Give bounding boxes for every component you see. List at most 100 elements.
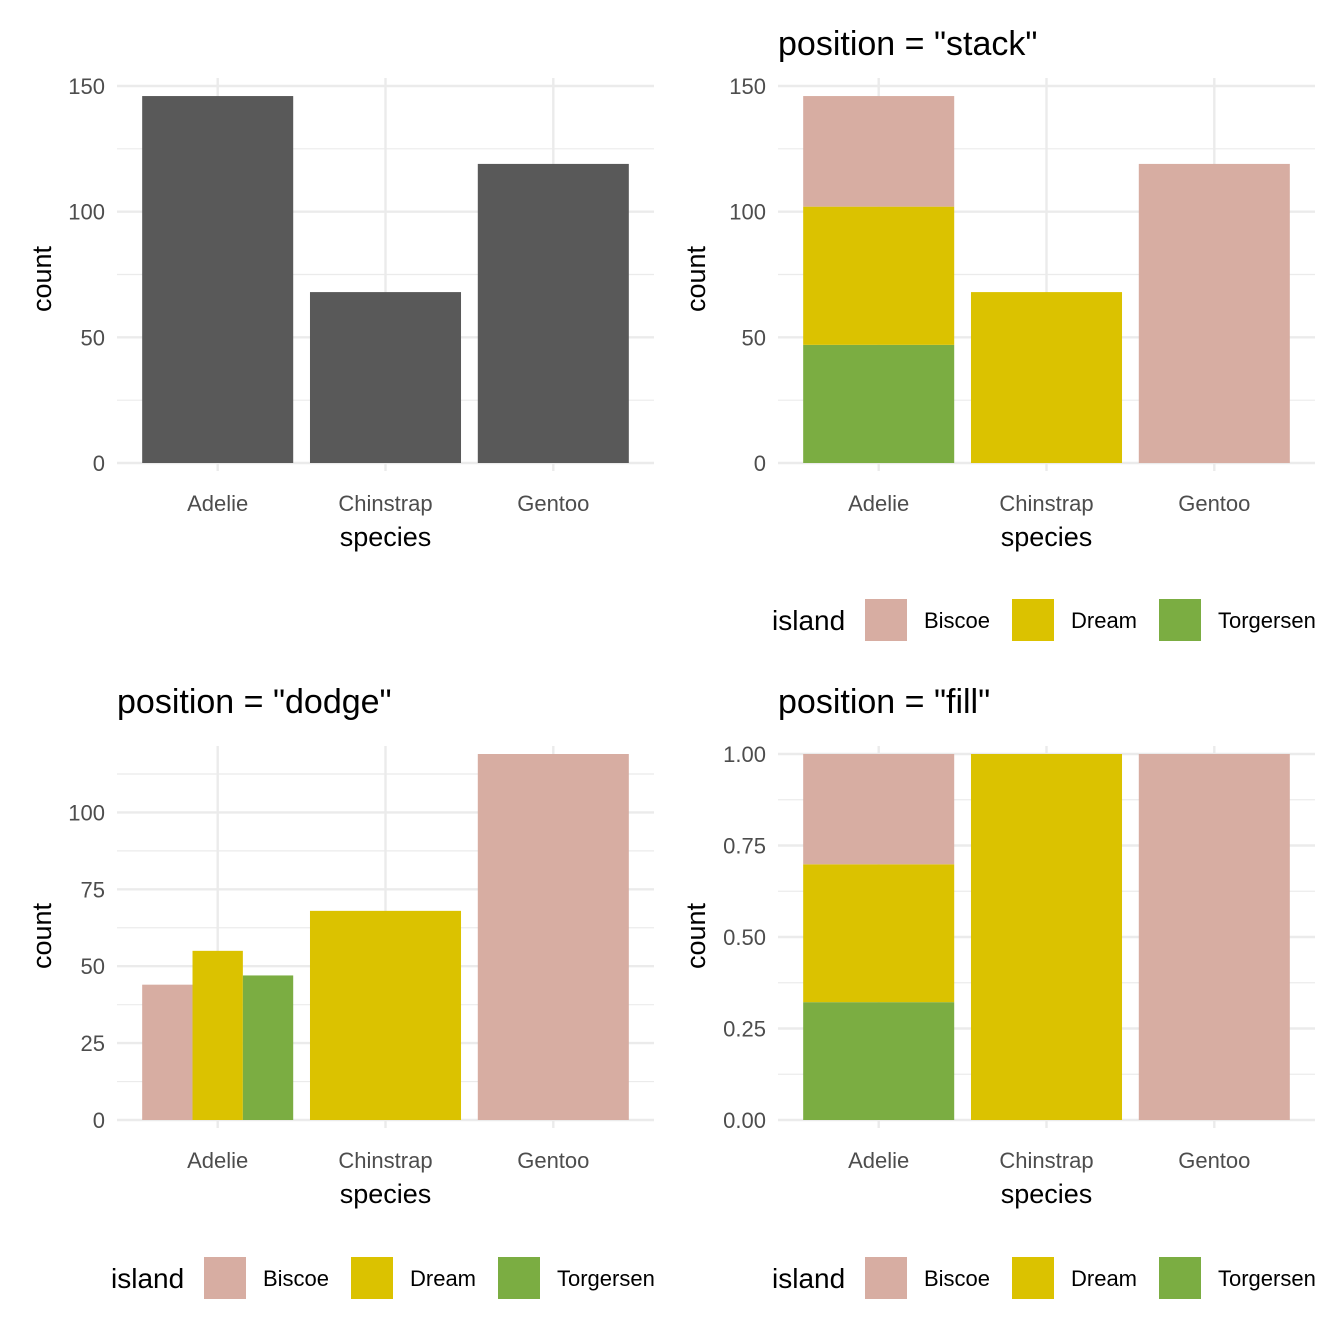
y-tick-label: 50	[81, 325, 105, 350]
y-tick-label: 100	[729, 200, 766, 225]
x-axis-label: species	[1001, 522, 1093, 552]
legend-key-torgersen	[1159, 1257, 1201, 1299]
legend-key-torgersen	[1159, 599, 1201, 641]
x-tick-label: Chinstrap	[999, 491, 1093, 516]
legend-label-torgersen: Torgersen	[1218, 1266, 1316, 1291]
y-tick-label: 50	[81, 954, 105, 979]
y-axis-label: count	[681, 902, 711, 969]
legend-label-dream: Dream	[1071, 1266, 1137, 1291]
panel-stack-chart: position = "stack" 0 50 100 150 Adelie Chins…	[681, 25, 1316, 641]
x-tick-label: Chinstrap	[999, 1148, 1093, 1173]
y-tick-label: 100	[68, 800, 105, 825]
panel-dodge-chart: position = "dodge" 0 25 50 75 100 Adelie Chin…	[27, 683, 655, 1299]
bar-adelie-torgersen	[242, 975, 294, 1120]
y-tick-label: 0.00	[723, 1108, 766, 1133]
bar-chinstrap	[309, 292, 462, 463]
bar-adelie-torgersen	[803, 1002, 955, 1120]
legend-key-torgersen	[498, 1257, 540, 1299]
legend-key-dream	[1012, 1257, 1054, 1299]
x-tick-labels: Adelie Chinstrap Gentoo	[848, 1148, 1250, 1173]
bar-adelie-biscoe	[142, 984, 193, 1120]
x-tick-labels: Adelie Chinstrap Gentoo	[187, 1148, 589, 1173]
chart-title: position = "fill"	[778, 683, 990, 721]
bar-adelie-torgersen	[803, 344, 955, 463]
bar-adelie-biscoe	[803, 754, 955, 865]
x-tick-labels: Adelie Chinstrap Gentoo	[848, 491, 1250, 516]
bar-adelie-biscoe	[803, 96, 955, 207]
y-tick-label: 0	[93, 451, 105, 476]
bar-adelie-dream	[192, 950, 243, 1120]
legend-key-dream	[1012, 599, 1054, 641]
x-tick-label: Chinstrap	[338, 1148, 432, 1173]
y-axis-label: count	[27, 902, 57, 969]
legend-label-biscoe: Biscoe	[924, 608, 990, 633]
bar-gentoo-biscoe	[1138, 754, 1290, 1120]
legend-title: island	[772, 605, 845, 636]
bar-adelie-dream	[803, 206, 955, 345]
y-tick-label: 150	[68, 74, 105, 99]
x-tick-label: Gentoo	[1178, 491, 1250, 516]
bars	[803, 754, 1290, 1120]
bars	[803, 96, 1290, 463]
y-tick-label: 0.50	[723, 925, 766, 950]
y-tick-label: 100	[68, 200, 105, 225]
y-tick-labels: 0 50 100 150	[729, 74, 766, 476]
y-tick-labels: 0.00 0.25 0.50 0.75 1.00	[723, 742, 766, 1133]
bar-gentoo-biscoe	[477, 754, 629, 1120]
legend-label-torgersen: Torgersen	[557, 1266, 655, 1291]
x-axis-label: species	[340, 522, 432, 552]
bar-chinstrap-dream	[970, 292, 1123, 463]
x-axis-label: species	[340, 1179, 432, 1209]
bars	[142, 754, 629, 1120]
legend-label-dream: Dream	[1071, 608, 1137, 633]
legend-key-dream	[351, 1257, 393, 1299]
chart-title: position = "dodge"	[117, 683, 392, 721]
y-tick-label: 1.00	[723, 742, 766, 767]
legend: island Biscoe Dream Torgersen	[772, 1257, 1316, 1299]
y-axis-label: count	[27, 245, 57, 312]
x-axis-label: species	[1001, 1179, 1093, 1209]
y-tick-labels: 0 25 50 75 100	[68, 800, 105, 1133]
y-tick-label: 0.75	[723, 834, 766, 859]
legend: island Biscoe Dream Torgersen	[772, 599, 1316, 641]
legend-title: island	[111, 1263, 184, 1294]
y-tick-label: 0	[754, 451, 766, 476]
bar-adelie-dream	[803, 864, 955, 1003]
x-tick-label: Gentoo	[517, 491, 589, 516]
x-tick-label: Adelie	[848, 491, 909, 516]
x-tick-label: Chinstrap	[338, 491, 432, 516]
chart-title: position = "stack"	[778, 25, 1037, 63]
legend-key-biscoe	[865, 1257, 907, 1299]
legend-key-biscoe	[865, 599, 907, 641]
legend-label-biscoe: Biscoe	[924, 1266, 990, 1291]
x-tick-label: Adelie	[848, 1148, 909, 1173]
legend-label-torgersen: Torgersen	[1218, 608, 1316, 633]
legend-label-dream: Dream	[410, 1266, 476, 1291]
bar-adelie	[142, 96, 294, 463]
bar-gentoo-biscoe	[1138, 163, 1290, 463]
legend: island Biscoe Dream Torgersen	[111, 1257, 655, 1299]
bar-gentoo	[477, 163, 629, 463]
x-tick-label: Adelie	[187, 1148, 248, 1173]
y-tick-label: 0	[93, 1108, 105, 1133]
x-tick-label: Gentoo	[1178, 1148, 1250, 1173]
y-tick-labels: 0 50 100 150	[68, 74, 105, 476]
legend-label-biscoe: Biscoe	[263, 1266, 329, 1291]
bar-chinstrap-dream	[970, 754, 1123, 1120]
x-tick-label: Gentoo	[517, 1148, 589, 1173]
legend-key-biscoe	[204, 1257, 246, 1299]
y-axis-label: count	[681, 245, 711, 312]
y-tick-label: 0.25	[723, 1017, 766, 1042]
legend-title: island	[772, 1263, 845, 1294]
bars	[142, 96, 629, 463]
y-tick-label: 75	[81, 877, 105, 902]
y-tick-label: 150	[729, 74, 766, 99]
y-tick-label: 50	[742, 325, 766, 350]
panel-fill-chart: position = "fill" 0.00 0.25 0.50 0.75 1.00 A…	[681, 683, 1316, 1299]
bar-chinstrap-dream	[309, 910, 462, 1120]
x-tick-labels: Adelie Chinstrap Gentoo	[187, 491, 589, 516]
x-tick-label: Adelie	[187, 491, 248, 516]
y-tick-label: 25	[81, 1031, 105, 1056]
